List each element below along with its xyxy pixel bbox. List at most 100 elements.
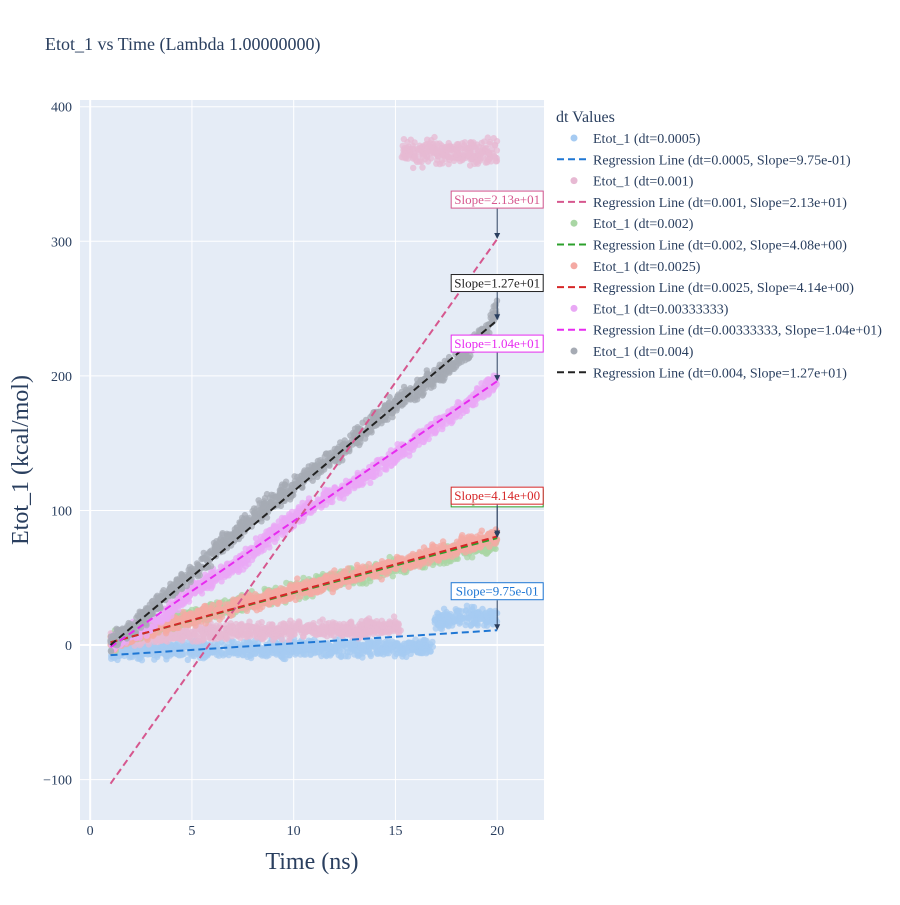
data-point	[317, 626, 323, 632]
data-point	[283, 651, 289, 657]
data-point	[454, 141, 460, 147]
data-point	[210, 629, 216, 635]
data-point	[382, 629, 388, 635]
data-point	[294, 575, 300, 581]
data-point	[183, 612, 189, 618]
data-point	[433, 625, 439, 631]
data-point	[486, 544, 492, 550]
data-point	[227, 628, 233, 634]
data-point	[191, 631, 197, 637]
data-point	[137, 654, 143, 660]
data-point	[271, 589, 277, 595]
data-point	[328, 624, 334, 630]
data-point	[358, 618, 364, 624]
data-point	[390, 573, 396, 579]
data-point	[358, 644, 364, 650]
data-point	[473, 159, 479, 165]
data-point	[419, 164, 425, 170]
data-point	[410, 165, 416, 171]
data-point	[394, 554, 400, 560]
data-point	[484, 619, 490, 625]
data-point	[366, 629, 372, 635]
data-point	[338, 653, 344, 659]
data-point	[348, 620, 354, 626]
data-point	[293, 581, 299, 587]
data-point	[389, 647, 395, 653]
data-point	[254, 625, 260, 631]
data-point	[295, 648, 301, 654]
data-point	[463, 607, 469, 613]
data-point	[319, 646, 325, 652]
data-point	[444, 145, 450, 151]
data-point	[437, 621, 443, 627]
data-point	[483, 550, 489, 556]
data-point	[267, 628, 273, 634]
data-point	[446, 551, 452, 557]
data-point	[439, 151, 445, 157]
data-point	[177, 636, 183, 642]
data-point	[492, 142, 498, 148]
data-point	[327, 643, 333, 649]
data-point	[420, 639, 426, 645]
data-point	[376, 465, 382, 471]
data-point	[346, 631, 352, 637]
data-point	[469, 554, 475, 560]
data-point	[485, 150, 491, 156]
data-point	[453, 606, 459, 612]
data-point	[334, 583, 340, 589]
data-point	[328, 650, 334, 656]
data-point	[318, 577, 324, 583]
data-point	[241, 596, 247, 602]
data-point	[290, 622, 296, 628]
data-point	[382, 646, 388, 652]
data-point	[465, 615, 471, 621]
data-point	[336, 631, 342, 637]
data-point	[479, 528, 485, 534]
data-point	[281, 623, 287, 629]
data-point	[305, 625, 311, 631]
data-point	[398, 650, 404, 656]
data-point	[125, 646, 131, 652]
data-point	[252, 650, 258, 656]
data-point	[409, 552, 415, 558]
data-point	[414, 159, 420, 165]
data-point	[386, 620, 392, 626]
data-point	[432, 620, 438, 626]
data-point	[202, 608, 208, 614]
data-point	[469, 545, 475, 551]
data-point	[247, 593, 253, 599]
data-point	[331, 567, 337, 573]
data-point	[185, 657, 191, 663]
data-point	[244, 631, 250, 637]
data-point	[406, 452, 412, 458]
data-point	[351, 641, 357, 647]
data-point	[108, 656, 114, 662]
data-point	[292, 597, 298, 603]
data-point	[370, 619, 376, 625]
data-point	[446, 618, 452, 624]
data-point	[308, 651, 314, 657]
data-point	[408, 564, 414, 570]
data-point	[431, 134, 437, 140]
data-point	[426, 560, 432, 566]
data-point	[435, 614, 441, 620]
data-point	[487, 608, 493, 614]
data-point	[350, 577, 356, 583]
data-point	[367, 651, 373, 657]
data-point	[392, 624, 398, 630]
data-point	[447, 611, 453, 617]
data-point	[383, 466, 389, 472]
data-point	[430, 644, 436, 650]
data-point	[275, 629, 281, 635]
data-point	[286, 631, 292, 637]
data-point	[251, 604, 257, 610]
data-point	[389, 638, 395, 644]
data-point	[416, 561, 422, 567]
data-point	[441, 606, 447, 612]
data-point	[410, 646, 416, 652]
data-point	[491, 135, 497, 141]
data-point	[345, 653, 351, 659]
data-point	[479, 150, 485, 156]
data-point	[213, 622, 219, 628]
